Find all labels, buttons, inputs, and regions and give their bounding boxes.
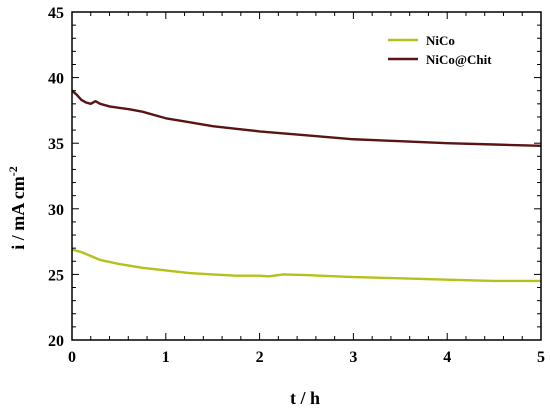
plot-area <box>71 89 542 283</box>
x-tick-label: 5 <box>537 349 545 366</box>
x-tick-label: 3 <box>349 349 357 366</box>
legend-label-nico: NiCo <box>426 33 455 48</box>
legend: NiCo NiCo@Chit <box>388 33 492 67</box>
y-axis-label-exponent: -2 <box>6 166 20 176</box>
legend-label-nico-chit: NiCo@Chit <box>426 52 492 67</box>
x-tick-label: 1 <box>162 349 170 366</box>
x-tick-label: 4 <box>443 349 451 366</box>
series-line-nico-chit <box>71 89 542 148</box>
y-tick-label: 45 <box>48 5 64 22</box>
y-tick-label: 35 <box>48 136 64 153</box>
plot-frame <box>71 11 542 341</box>
y-tick-label: 25 <box>48 267 64 284</box>
x-axis-label: t / h <box>290 388 320 408</box>
series-line-nico <box>71 248 541 283</box>
y-axis-label: i / mA cm-2 <box>6 166 28 250</box>
y-tick-label: 20 <box>48 333 64 350</box>
y-tick-label: 40 <box>48 71 64 88</box>
x-tick-label: 2 <box>256 349 264 366</box>
y-axis-label-main: i / mA cm <box>8 176 28 250</box>
y-tick-label: 30 <box>48 202 64 219</box>
x-tick-label: 0 <box>68 349 76 366</box>
